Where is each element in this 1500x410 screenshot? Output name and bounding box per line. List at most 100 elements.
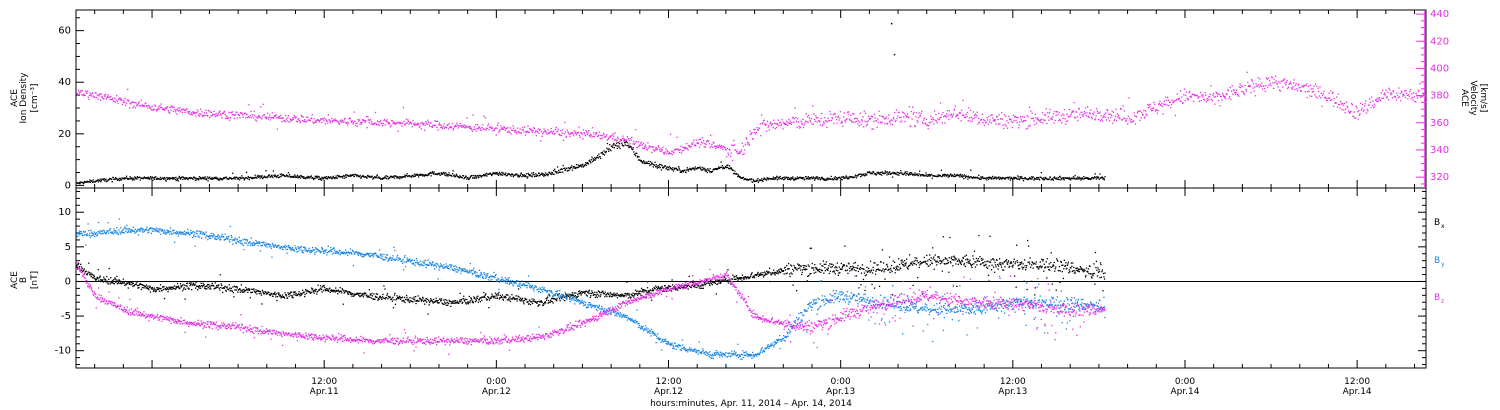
density-point (623, 140, 625, 142)
velocity-point (1145, 110, 1147, 112)
velocity-point (792, 117, 794, 119)
velocity-point (1199, 95, 1201, 98)
velocity-point (162, 109, 164, 111)
p1-ytick-left-label-2: 40 (58, 77, 71, 88)
velocity-point (933, 123, 935, 125)
velocity-point (824, 117, 826, 119)
density-point (120, 179, 123, 181)
velocity-point (1336, 106, 1339, 108)
velocity-point (103, 98, 105, 100)
density-point (477, 175, 479, 177)
velocity-point (591, 136, 593, 138)
velocity-point (912, 106, 914, 108)
b-point-black (295, 292, 297, 294)
b-point-black (275, 296, 277, 298)
density-point (427, 173, 430, 175)
velocity-point (772, 126, 774, 129)
density-point (615, 145, 617, 147)
velocity-point (895, 120, 897, 122)
velocity-point (1093, 111, 1095, 113)
density-point (300, 174, 302, 177)
velocity-point (397, 130, 399, 132)
b-point-black (215, 287, 217, 289)
density-point (240, 177, 242, 179)
velocity-point (267, 118, 269, 120)
density-point (637, 159, 640, 161)
velocity-point (921, 121, 923, 123)
velocity-point (296, 121, 299, 123)
density-point (649, 161, 652, 163)
density-point (343, 175, 345, 177)
b-point-black (417, 295, 419, 297)
density-point (308, 176, 310, 178)
velocity-point (94, 96, 96, 98)
b-point-black (204, 286, 206, 288)
velocity-point (1297, 84, 1299, 86)
b-point-black (258, 293, 261, 295)
b-point-black (429, 300, 431, 302)
velocity-point (140, 99, 142, 101)
velocity-point (1176, 93, 1178, 95)
density-point (419, 174, 421, 176)
velocity-point (316, 119, 318, 121)
velocity-point (285, 118, 288, 120)
b-point-black (220, 286, 222, 289)
b-point-black (310, 291, 312, 293)
velocity-point (1330, 90, 1332, 92)
velocity-point (469, 126, 472, 128)
velocity-point (1055, 114, 1057, 117)
velocity-point (232, 114, 235, 116)
p2-ytick-label-4: 10 (58, 207, 71, 218)
velocity-point (973, 117, 975, 119)
density-point (452, 170, 454, 172)
velocity-point (1057, 119, 1060, 122)
velocity-point (684, 147, 686, 150)
b-point-black (272, 295, 274, 298)
density-point (298, 176, 300, 178)
density-point (653, 164, 656, 166)
b-point-black (301, 293, 303, 295)
velocity-point (791, 121, 793, 123)
velocity-point (1338, 104, 1341, 106)
b-point-black (152, 290, 155, 292)
b-point-black (279, 294, 282, 296)
velocity-point (932, 117, 934, 119)
density-point (309, 177, 311, 179)
density-point (671, 169, 673, 171)
density-point (871, 172, 874, 174)
density-point (523, 175, 525, 177)
b-point-black (461, 298, 463, 301)
velocity-point (1287, 87, 1289, 90)
velocity-point (972, 118, 974, 120)
velocity-point (379, 121, 381, 123)
velocity-point (356, 122, 358, 124)
velocity-point (571, 132, 574, 134)
p1-ylabel-left-0: ACE (10, 89, 20, 107)
density-point (451, 175, 453, 177)
density-point (206, 178, 208, 180)
density-point (875, 174, 877, 176)
velocity-point (289, 118, 291, 120)
velocity-point (779, 122, 781, 124)
density-point (174, 179, 176, 181)
b-point-black (400, 297, 403, 299)
density-point (787, 176, 789, 179)
density-point (756, 179, 758, 182)
density-point (260, 176, 263, 178)
velocity-point (429, 125, 431, 128)
density-point (943, 175, 945, 177)
velocity-point (895, 109, 898, 111)
density-point (726, 164, 728, 166)
b-point-black (132, 285, 134, 287)
density-point (892, 176, 894, 178)
velocity-point (583, 132, 585, 134)
b-point-black (342, 289, 344, 291)
density-point (86, 180, 88, 182)
velocity-point (761, 123, 763, 125)
velocity-point (749, 130, 751, 132)
density-point (232, 178, 234, 180)
density-point (659, 167, 661, 169)
velocity-point (182, 108, 184, 110)
density-point (800, 176, 802, 179)
velocity-point (754, 128, 756, 131)
